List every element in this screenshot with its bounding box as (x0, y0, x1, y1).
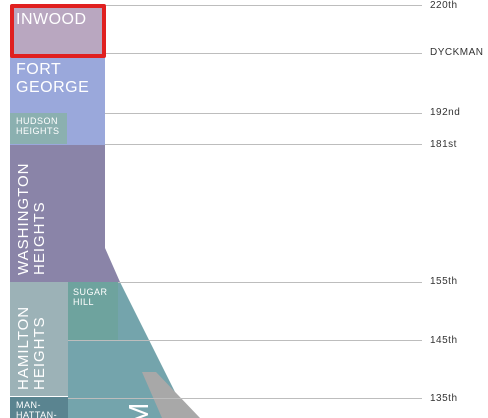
neighborhood-label-sugar-hill: SUGAR HILL (73, 287, 108, 308)
neighborhood-hudson-heights[interactable]: HUDSON HEIGHTS (10, 113, 67, 144)
street-line-145th (10, 340, 422, 341)
street-label-dyckman: DYCKMAN (430, 47, 484, 58)
neighborhood-label-inwood: INWOOD (16, 11, 87, 28)
neighborhood-label-hamilton-heights: HAMILTON HEIGHTS (15, 305, 48, 390)
neighborhood-sugar-hill[interactable]: SUGAR HILL (68, 282, 118, 340)
street-label-192nd: 192nd (430, 107, 461, 118)
neighborhood-manhattanville[interactable]: MAN- HATTAN- (10, 397, 68, 418)
street-label-181st: 181st (430, 139, 457, 150)
east-harlem-region[interactable] (142, 372, 200, 418)
neighborhood-label-manhattanville: MAN- HATTAN- (16, 400, 58, 418)
street-line-155th (10, 282, 422, 283)
street-label-145th: 145th (430, 335, 458, 346)
neighborhood-hamilton-heights[interactable]: HAMILTON HEIGHTS (10, 282, 68, 396)
street-line-220th (10, 5, 422, 6)
street-line-dyckman (10, 53, 422, 54)
selection-highlight (10, 4, 106, 58)
street-line-181st (10, 144, 422, 145)
street-label-220th: 220th (430, 0, 458, 11)
street-line-192nd (10, 113, 422, 114)
street-label-155th: 155th (430, 276, 458, 287)
washington-heights-region[interactable] (10, 145, 120, 282)
neighborhood-label-fort-george: FORT GEORGE (16, 61, 90, 97)
neighborhood-label-hudson-heights: HUDSON HEIGHTS (16, 116, 60, 137)
neighborhood-label-harlem: M (123, 402, 154, 418)
neighborhood-inwood[interactable]: INWOOD (10, 6, 105, 56)
street-label-135th: 135th (430, 393, 458, 404)
street-line-135th (10, 398, 422, 399)
neighborhood-label-washington-heights: WASHINGTON HEIGHTS (15, 162, 48, 275)
